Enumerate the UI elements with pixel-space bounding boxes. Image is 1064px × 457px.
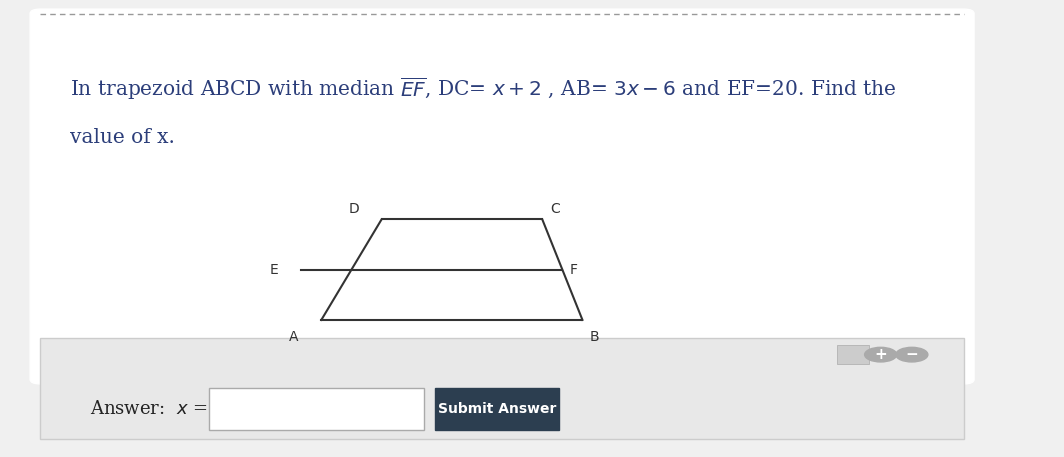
FancyBboxPatch shape bbox=[30, 9, 974, 384]
FancyBboxPatch shape bbox=[209, 388, 423, 430]
Text: value of x.: value of x. bbox=[70, 128, 176, 147]
Text: A: A bbox=[289, 330, 299, 344]
Circle shape bbox=[896, 347, 928, 362]
Text: D: D bbox=[348, 202, 359, 216]
Text: B: B bbox=[589, 330, 600, 344]
Text: In trapezoid ABCD with median $\overline{EF}$, DC= $x + 2$ , AB= $3x - 6$ and EF: In trapezoid ABCD with median $\overline… bbox=[70, 75, 897, 102]
Text: Submit Answer: Submit Answer bbox=[438, 402, 556, 416]
Text: E: E bbox=[270, 263, 279, 276]
Text: C: C bbox=[550, 202, 560, 216]
FancyBboxPatch shape bbox=[435, 388, 560, 430]
FancyBboxPatch shape bbox=[40, 338, 964, 439]
Text: Answer:  $x$ =: Answer: $x$ = bbox=[90, 400, 207, 418]
Text: +: + bbox=[875, 347, 887, 362]
Text: F: F bbox=[570, 263, 578, 276]
Circle shape bbox=[865, 347, 897, 362]
Text: −: − bbox=[905, 347, 918, 362]
FancyBboxPatch shape bbox=[836, 345, 868, 364]
